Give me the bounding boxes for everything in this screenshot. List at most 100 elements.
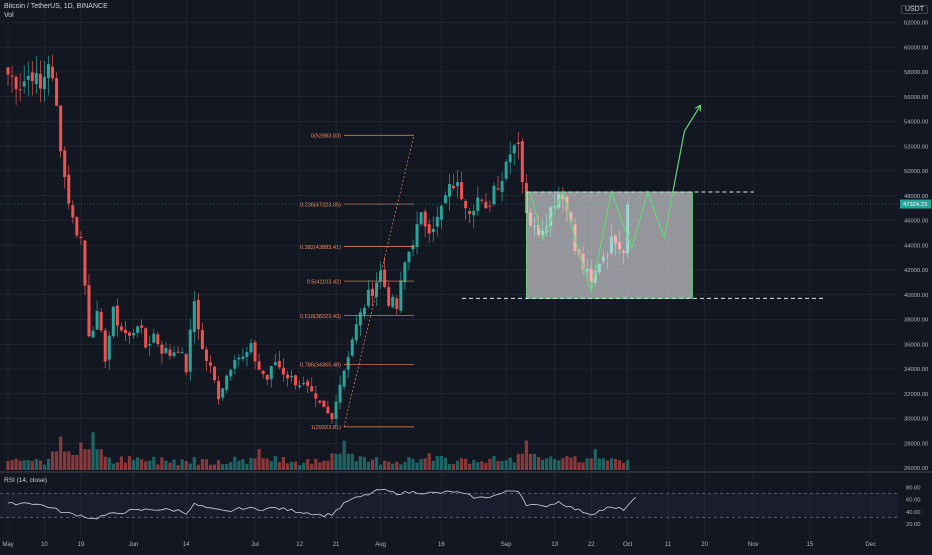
candle-body	[322, 400, 326, 408]
volume-bar	[455, 460, 460, 470]
volume-bar	[22, 460, 26, 470]
volume-bar	[67, 451, 71, 470]
candle-body	[516, 142, 520, 145]
candle-body	[456, 182, 460, 187]
volume-bar	[541, 459, 545, 470]
candle-body	[354, 324, 358, 341]
candle-body	[460, 182, 464, 200]
candle-body	[38, 73, 42, 89]
candle-body	[520, 141, 524, 183]
range-box[interactable]	[526, 191, 693, 299]
volume-bar	[322, 460, 326, 470]
volume-series	[6, 432, 630, 470]
candle-body	[128, 332, 131, 336]
currency-label[interactable]: USDT	[900, 5, 928, 14]
volume-bar	[241, 459, 245, 470]
volume-bar	[468, 463, 472, 470]
volume-bar	[419, 459, 423, 470]
candle-body	[387, 287, 391, 306]
volume-bar	[184, 460, 188, 470]
volume-bar	[520, 453, 524, 470]
volume-bar	[200, 459, 204, 470]
rsi-band	[0, 493, 898, 518]
candle-body	[176, 351, 180, 353]
fib-level-label: 0.786(34365.48)	[300, 363, 341, 369]
volume-bar	[573, 456, 577, 470]
volume-bar	[391, 463, 395, 470]
time-tick-label: 16	[438, 542, 445, 548]
volume-bar	[609, 458, 614, 470]
volume-bar	[152, 456, 156, 470]
candle-body	[253, 342, 257, 362]
volume-bar	[38, 460, 42, 470]
candle-body	[330, 413, 334, 420]
price-tick-label: 60000.00	[904, 45, 928, 51]
candle-body	[217, 381, 221, 400]
candle-body	[427, 224, 431, 234]
volume-bar	[281, 456, 285, 470]
candle-body	[318, 400, 322, 403]
candle-body	[156, 334, 160, 345]
volume-bar	[59, 436, 63, 470]
price-tick-label: 42000.00	[904, 268, 928, 274]
candle-body	[273, 362, 277, 366]
volume-bar	[577, 462, 581, 470]
candle-body	[172, 352, 176, 356]
price-axis[interactable]: 26000.00 28000.00 30000.00 32000.00 34000.00…	[900, 21, 931, 473]
candle-body	[269, 365, 273, 380]
price-tick-label: 38000.00	[904, 318, 928, 324]
volume-bar	[528, 453, 533, 470]
volume-bar	[204, 459, 209, 470]
candle-body	[123, 329, 127, 334]
volume-bar	[338, 453, 342, 470]
candle-body	[431, 228, 435, 233]
volume-label: Vol	[4, 12, 14, 19]
time-axis[interactable]: May 10 19 Jun 14 Jul 12 21 Aug 16 Sep 13 22 Oct 11 20 No…	[2, 542, 876, 548]
candle-body	[338, 384, 342, 403]
volume-bar	[569, 457, 573, 470]
volume-bar	[71, 454, 75, 470]
candle-body	[298, 385, 302, 387]
volume-bar	[370, 459, 375, 470]
volume-bar	[127, 456, 132, 470]
volume-bar	[310, 463, 314, 470]
volume-bar	[314, 458, 318, 470]
candle-body	[261, 370, 265, 374]
price-tick-label: 56000.00	[904, 95, 928, 101]
price-tick-label: 44000.00	[904, 243, 928, 249]
fibonacci-retracement: 0(52883.03) 0.236(47323.05) 0.382(43883.41…	[300, 134, 415, 431]
candle-body	[225, 375, 229, 390]
candle-body	[241, 356, 245, 359]
volume-bar	[269, 460, 273, 470]
projection-path[interactable]	[529, 104, 702, 293]
volume-bar	[460, 458, 464, 470]
volume-bar	[589, 458, 593, 470]
candle-body	[10, 75, 14, 77]
candle-body	[306, 381, 310, 386]
rsi-label[interactable]: RSI (14, close)	[4, 477, 47, 484]
candle-body	[87, 285, 91, 337]
symbol-title[interactable]: Bitcoin / TetherUS, 1D, BINANCE	[4, 3, 108, 10]
volume-bar	[379, 464, 383, 470]
candle-body	[496, 188, 500, 190]
volume-bar	[119, 456, 123, 470]
volume-bar	[334, 453, 338, 470]
candle-body	[237, 357, 241, 360]
rsi-tick-label: 80.00	[906, 486, 921, 492]
volume-bar	[451, 463, 456, 470]
volume-bar	[298, 464, 302, 470]
candle-body	[67, 174, 71, 204]
volume-bar	[439, 455, 443, 470]
candle-body	[180, 352, 184, 354]
volume-bar	[26, 459, 30, 470]
candle-body	[310, 386, 314, 392]
volume-bar	[168, 462, 172, 470]
fib-level-label: 0.382(43883.41)	[300, 245, 341, 251]
volume-bar	[508, 457, 512, 470]
volume-bar	[107, 457, 111, 470]
volume-bar	[233, 456, 237, 470]
volume-bar	[192, 457, 196, 470]
candle-body	[107, 335, 111, 360]
